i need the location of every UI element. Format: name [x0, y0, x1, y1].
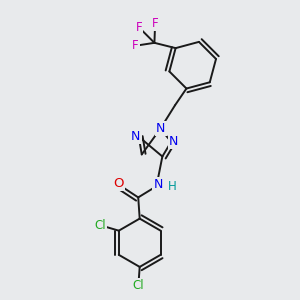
Text: Cl: Cl — [95, 219, 106, 232]
Text: F: F — [152, 16, 158, 30]
Text: N: N — [153, 178, 163, 191]
Text: N: N — [156, 122, 166, 135]
Text: N: N — [169, 135, 178, 148]
Text: F: F — [136, 21, 142, 34]
Text: H: H — [167, 180, 176, 193]
Text: F: F — [132, 39, 139, 52]
Text: Cl: Cl — [132, 279, 144, 292]
Text: N: N — [131, 130, 141, 143]
Text: O: O — [113, 177, 124, 190]
